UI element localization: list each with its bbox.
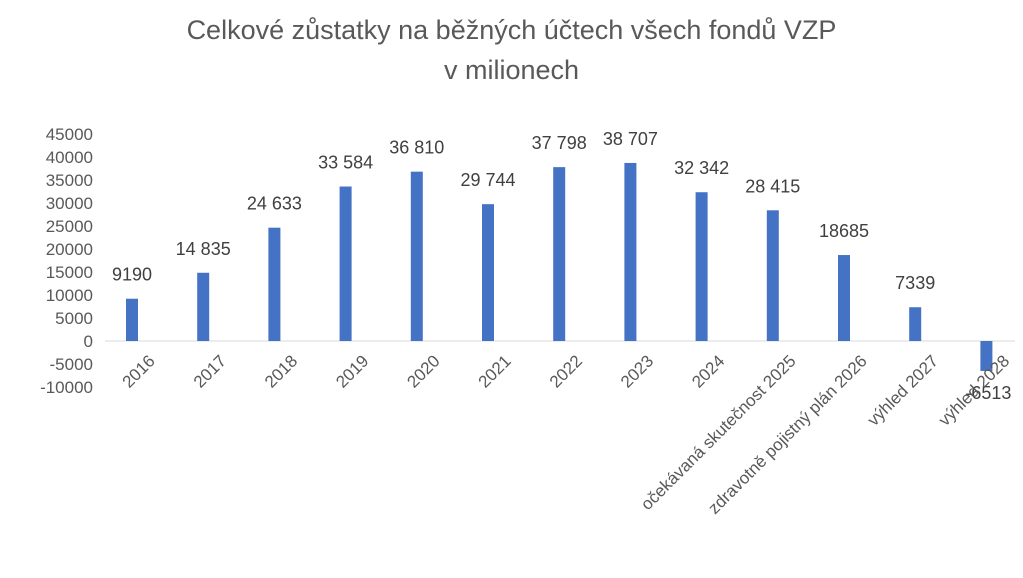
x-tick-label: 2023: [617, 351, 657, 391]
y-tick-label: 30000: [46, 194, 93, 213]
bar: [126, 298, 138, 341]
x-tick-label: 2016: [119, 351, 159, 391]
data-label: 37 798: [532, 133, 587, 153]
bar: [909, 307, 922, 341]
y-tick-label: 15000: [46, 263, 93, 282]
data-label: 29 744: [460, 170, 515, 190]
bar: [482, 204, 494, 341]
y-tick-label: 40000: [46, 148, 93, 167]
y-tick-label: -5000: [50, 355, 93, 374]
data-label: 14 835: [176, 239, 231, 259]
chart-title-line-1: Celkové zůstatky na běžných účtech všech…: [186, 15, 837, 45]
x-tick-label: 2017: [190, 351, 230, 391]
x-tick-label: 2024: [688, 351, 728, 391]
y-tick-label: 35000: [46, 171, 93, 190]
x-tick-label: 2021: [475, 351, 515, 391]
bar: [339, 186, 352, 341]
x-tick-label: 2020: [403, 351, 443, 391]
y-tick-label: 10000: [46, 286, 93, 305]
data-label: -6513: [965, 383, 1011, 403]
data-label: 28 415: [745, 176, 800, 196]
bar: [553, 167, 566, 341]
x-tick-label: 2019: [332, 351, 372, 391]
data-label: 38 707: [603, 129, 658, 149]
bar: [268, 227, 281, 341]
chart-title-line-2: v milionech: [443, 55, 580, 85]
bar: [197, 272, 210, 341]
bar: [695, 192, 708, 341]
y-tick-label: 0: [84, 332, 93, 351]
data-label: 7339: [895, 273, 935, 293]
x-tick-label: 2022: [546, 351, 586, 391]
x-tick-label: výhled 2027: [864, 351, 942, 429]
bar: [766, 210, 779, 341]
bar: [624, 162, 637, 341]
y-tick-label: 25000: [46, 217, 93, 236]
x-tick-label: 2018: [261, 351, 301, 391]
y-tick-label: 20000: [46, 240, 93, 259]
bar: [410, 171, 423, 341]
data-label: 32 342: [674, 158, 729, 178]
y-tick-label: 5000: [55, 309, 93, 328]
data-label: 36 810: [389, 138, 444, 158]
bar: [980, 341, 993, 371]
bar: [838, 255, 850, 341]
data-label: 33 584: [318, 153, 373, 173]
y-tick-label: -10000: [40, 378, 93, 397]
data-label: 9190: [112, 265, 152, 285]
chart-title: Celkové zůstatky na běžných účtech všech…: [0, 10, 1023, 90]
data-label: 18685: [819, 221, 869, 241]
y-tick-label: 45000: [46, 125, 93, 144]
data-label: 24 633: [247, 194, 302, 214]
